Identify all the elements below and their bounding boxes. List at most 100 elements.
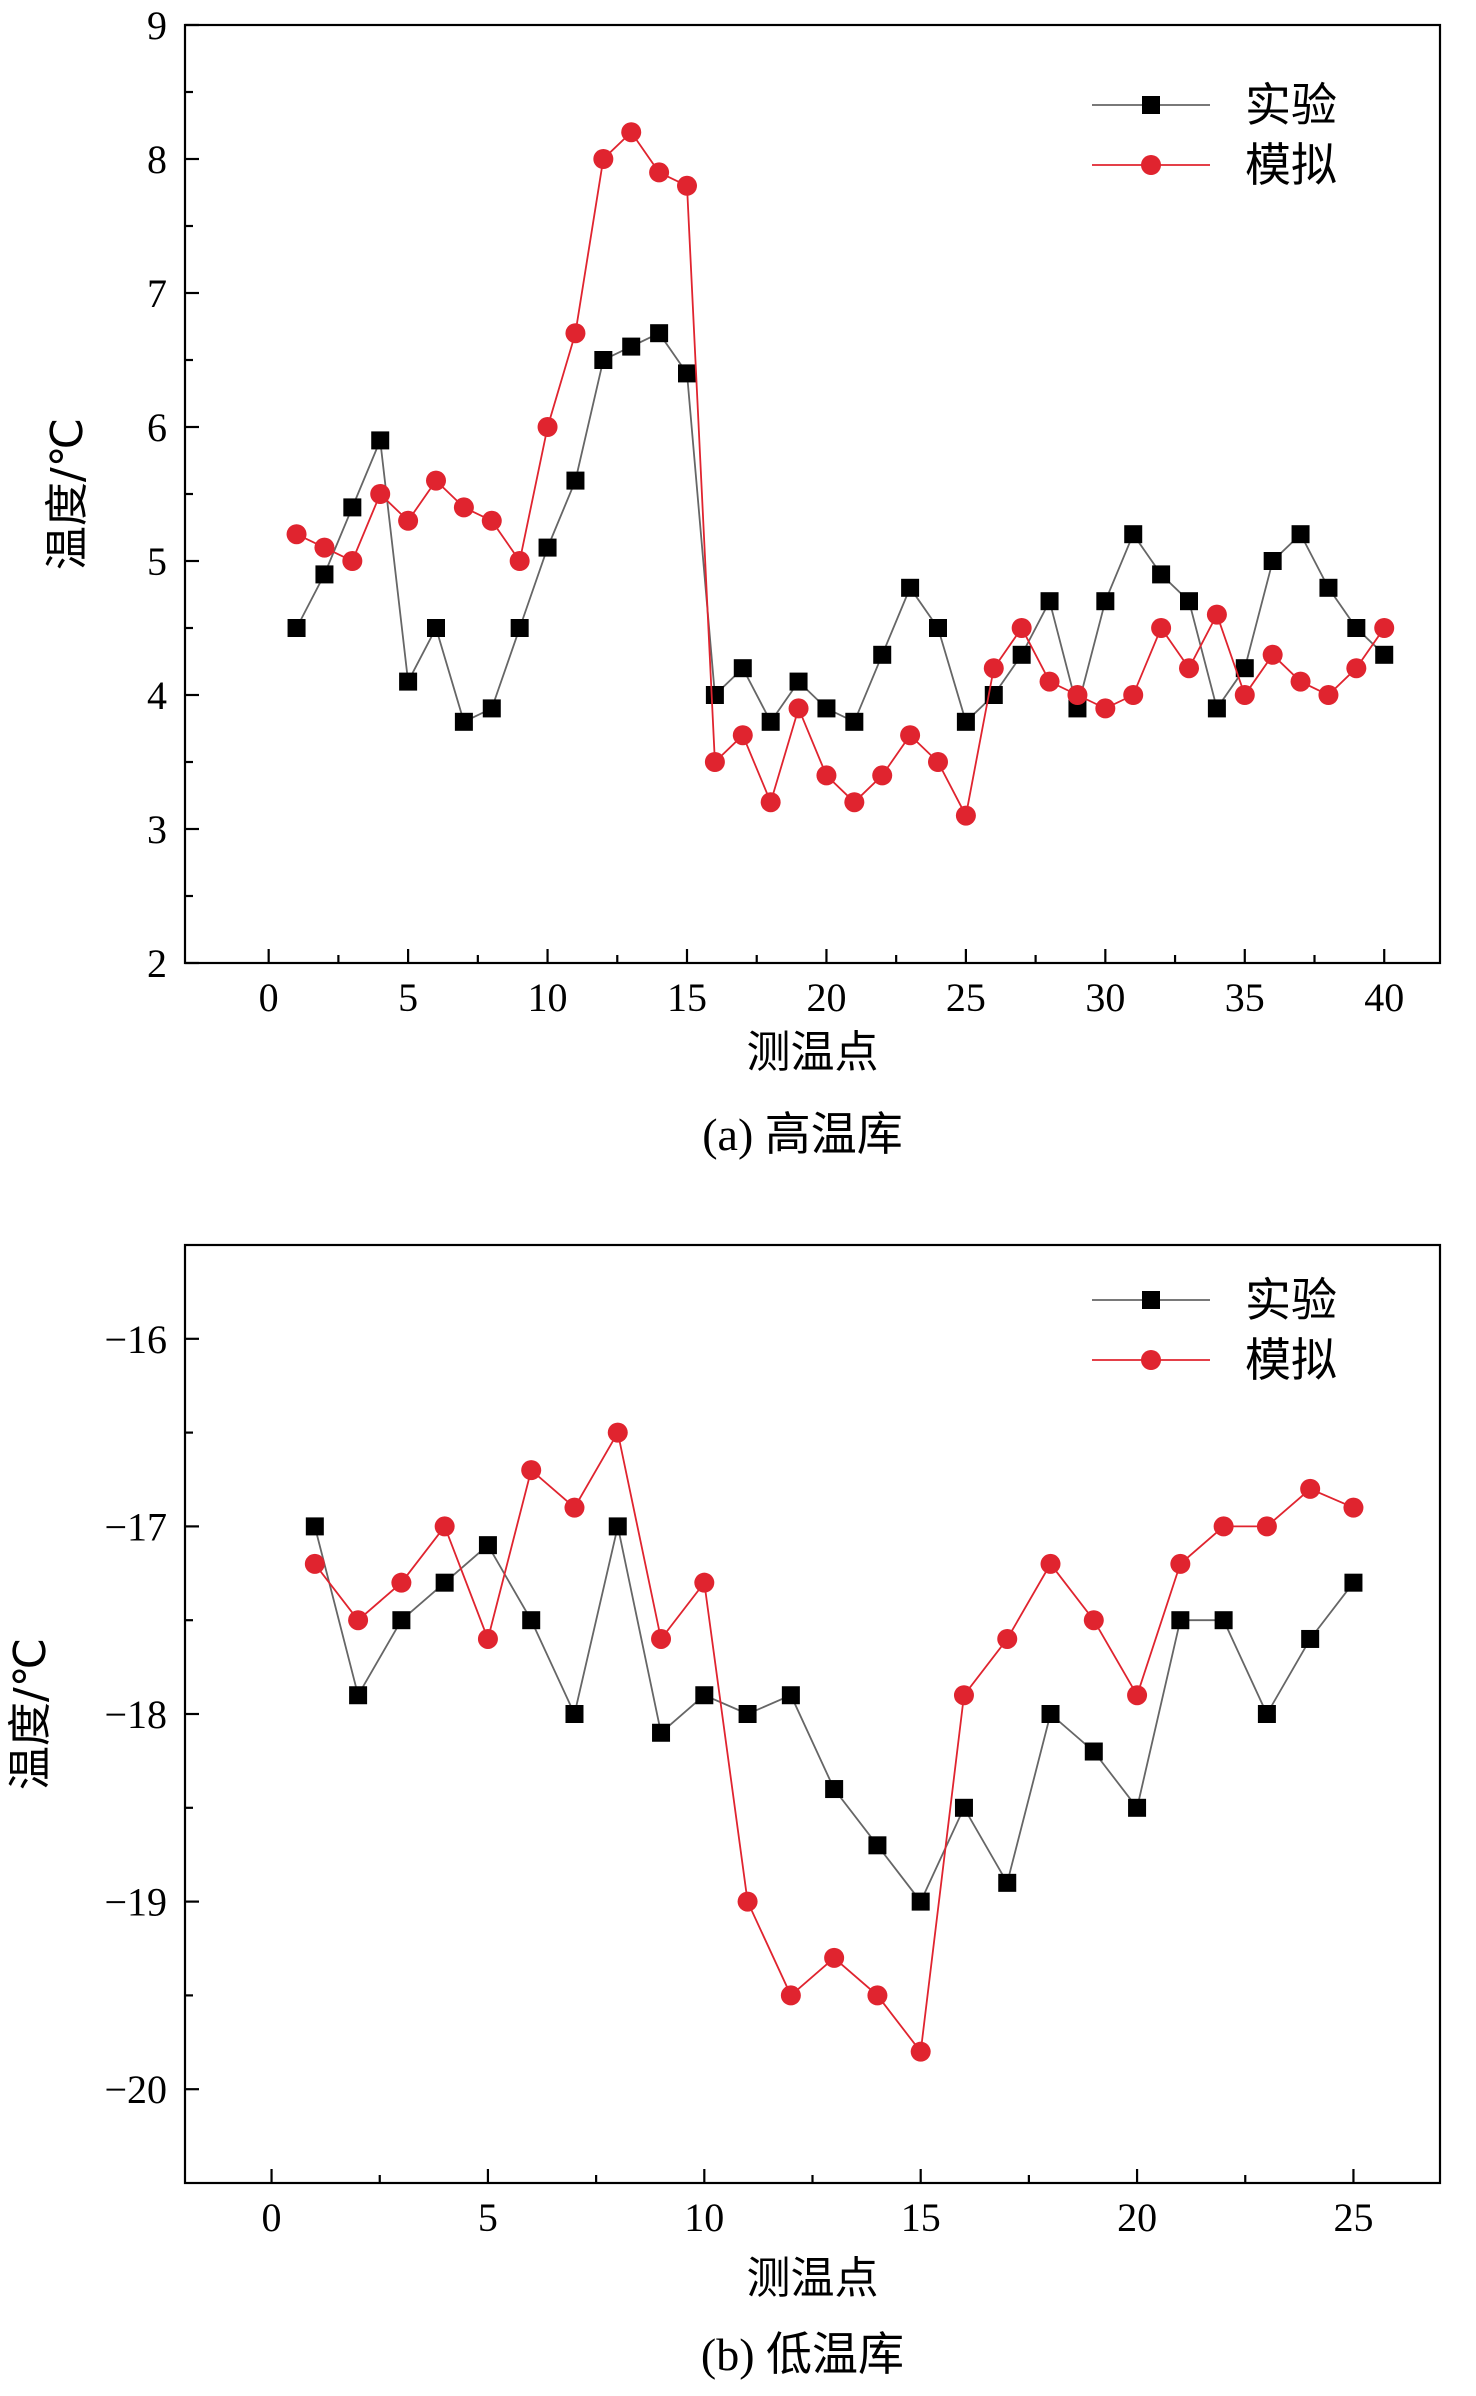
data-point-experiment bbox=[733, 659, 752, 678]
data-point-simulation bbox=[1300, 1478, 1321, 1499]
data-point-simulation bbox=[1170, 1553, 1191, 1574]
chart-0: 0 5 10 15 20 25 30 35 40 2 3 4 5 6 7 8 9 测温点 温度/℃ (a) 高温库 实验… bbox=[42, 3, 1442, 1160]
data-point-experiment bbox=[1084, 1742, 1103, 1761]
data-point-experiment bbox=[522, 1611, 541, 1630]
data-point-experiment bbox=[761, 712, 780, 731]
data-point-simulation bbox=[872, 765, 893, 786]
data-point-experiment bbox=[873, 645, 892, 664]
data-point-simulation bbox=[391, 1572, 412, 1593]
series-line-experiment bbox=[313, 1526, 1355, 1904]
data-point-experiment bbox=[1291, 525, 1310, 544]
data-point-simulation bbox=[1095, 698, 1116, 719]
x-tick-label: 10 bbox=[684, 2195, 724, 2240]
data-point-simulation bbox=[788, 698, 809, 719]
legend-marker-circle bbox=[1141, 155, 1161, 175]
x-tick-label: 20 bbox=[1117, 2195, 1157, 2240]
data-point-simulation bbox=[593, 149, 614, 169]
x-tick-label: 25 bbox=[946, 975, 986, 1020]
x-axis-title: 测温点 bbox=[747, 1027, 879, 1078]
data-point-experiment bbox=[1344, 1573, 1363, 1592]
data-point-simulation bbox=[1151, 618, 1172, 638]
data-point-simulation bbox=[1290, 671, 1311, 692]
y-tick-label: 2 bbox=[147, 941, 167, 986]
data-point-simulation bbox=[760, 792, 781, 813]
data-point-simulation bbox=[509, 551, 530, 571]
data-point-simulation bbox=[780, 1985, 801, 2006]
legend-label: 实验 bbox=[1245, 78, 1337, 132]
data-point-experiment bbox=[287, 619, 306, 637]
data-point-simulation bbox=[955, 805, 976, 826]
x-tick-label: 30 bbox=[1085, 975, 1125, 1020]
y-tick-label: −17 bbox=[104, 1504, 167, 1549]
data-point-simulation bbox=[1011, 618, 1032, 638]
data-point-experiment bbox=[565, 1705, 584, 1723]
y-axis-title: 温度/℃ bbox=[42, 418, 93, 570]
data-point-simulation bbox=[1179, 658, 1199, 679]
data-point-experiment bbox=[954, 1798, 973, 1817]
data-point-experiment bbox=[343, 498, 362, 517]
data-point-simulation bbox=[453, 497, 474, 518]
x-tick-label: 15 bbox=[901, 2195, 941, 2240]
data-point-simulation bbox=[1123, 685, 1144, 705]
data-point-simulation bbox=[900, 725, 921, 746]
data-point-experiment bbox=[911, 1892, 930, 1911]
data-point-simulation bbox=[434, 1516, 455, 1537]
data-point-simulation bbox=[477, 1628, 498, 1649]
data-point-simulation bbox=[737, 1891, 758, 1912]
data-point-experiment bbox=[695, 1686, 714, 1705]
data-point-experiment bbox=[349, 1686, 368, 1705]
data-point-simulation bbox=[1213, 1516, 1234, 1537]
data-point-experiment bbox=[998, 1873, 1017, 1892]
data-point-simulation bbox=[426, 470, 446, 491]
data-point-experiment bbox=[650, 324, 669, 343]
data-point-experiment bbox=[454, 712, 473, 731]
data-point-experiment bbox=[608, 1517, 627, 1536]
data-point-simulation bbox=[1083, 1610, 1104, 1631]
series-line-simulation bbox=[296, 130, 1385, 819]
data-point-experiment bbox=[1214, 1611, 1233, 1630]
data-point-experiment bbox=[825, 1780, 844, 1799]
data-point-experiment bbox=[371, 431, 390, 450]
data-point-experiment bbox=[1128, 1798, 1147, 1817]
data-point-experiment bbox=[392, 1611, 411, 1630]
data-point-simulation bbox=[1346, 658, 1367, 679]
data-point-simulation bbox=[1039, 671, 1060, 692]
data-point-experiment bbox=[901, 578, 920, 597]
data-point-experiment bbox=[482, 699, 501, 718]
data-point-simulation bbox=[1234, 685, 1255, 705]
y-tick-label: −16 bbox=[104, 1317, 167, 1362]
y-tick-label: −18 bbox=[104, 1692, 167, 1737]
data-point-experiment bbox=[956, 712, 975, 731]
x-tick-label: 5 bbox=[398, 975, 418, 1020]
data-point-simulation bbox=[481, 510, 502, 531]
y-tick-label: 6 bbox=[147, 405, 167, 450]
series-line-experiment bbox=[295, 332, 1385, 724]
data-point-simulation bbox=[694, 1572, 715, 1593]
x-tick-label: 0 bbox=[262, 2195, 282, 2240]
data-point-simulation bbox=[348, 1610, 369, 1631]
y-tick-label: 9 bbox=[147, 3, 167, 48]
x-tick-label: 0 bbox=[259, 975, 279, 1020]
data-point-simulation bbox=[370, 484, 391, 504]
data-point-simulation bbox=[677, 175, 697, 196]
data-point-experiment bbox=[1207, 699, 1226, 718]
y-tick-label: −19 bbox=[104, 1880, 167, 1925]
data-point-experiment bbox=[566, 471, 585, 490]
data-point-simulation bbox=[649, 162, 670, 183]
data-point-simulation bbox=[1318, 685, 1339, 705]
data-point-simulation bbox=[844, 792, 865, 813]
data-point-simulation bbox=[621, 122, 642, 143]
data-point-experiment bbox=[427, 619, 445, 637]
y-tick-label: 4 bbox=[147, 673, 167, 718]
y-tick-label: 5 bbox=[147, 539, 167, 584]
data-point-simulation bbox=[910, 2041, 931, 2062]
y-axis-title: 温度/℃ bbox=[5, 1638, 56, 1790]
x-tick-label: 10 bbox=[528, 975, 568, 1020]
data-point-experiment bbox=[305, 1517, 324, 1536]
data-point-experiment bbox=[1040, 592, 1059, 611]
data-point-simulation bbox=[342, 551, 363, 571]
data-point-experiment bbox=[789, 672, 808, 691]
data-point-simulation bbox=[953, 1685, 974, 1706]
data-point-experiment bbox=[622, 337, 641, 356]
data-point-experiment bbox=[594, 351, 613, 369]
